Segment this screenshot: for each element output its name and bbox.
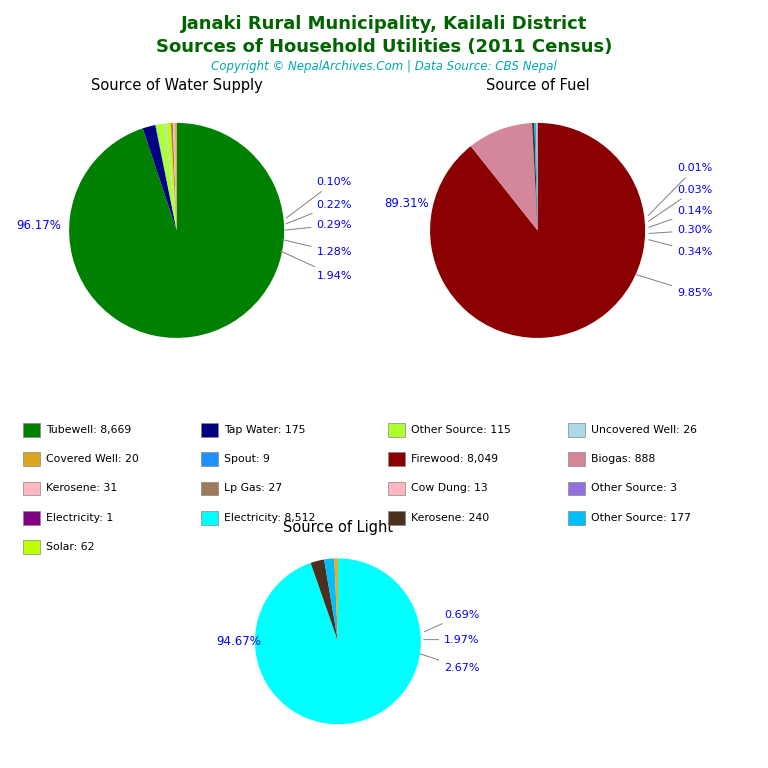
Wedge shape (156, 124, 177, 230)
Wedge shape (69, 123, 284, 338)
Wedge shape (173, 123, 177, 230)
Text: 0.03%: 0.03% (648, 184, 713, 221)
Wedge shape (175, 123, 177, 230)
Wedge shape (324, 558, 338, 641)
Text: 0.29%: 0.29% (285, 220, 352, 230)
Text: Lp Gas: 27: Lp Gas: 27 (224, 483, 283, 494)
Text: Other Source: 177: Other Source: 177 (591, 512, 691, 523)
Text: Spout: 9: Spout: 9 (224, 454, 270, 465)
Wedge shape (535, 123, 538, 230)
Text: 2.67%: 2.67% (420, 654, 479, 673)
Text: 0.10%: 0.10% (286, 177, 352, 218)
Wedge shape (536, 123, 538, 230)
Wedge shape (175, 123, 177, 230)
Text: 0.22%: 0.22% (286, 200, 352, 224)
Text: Other Source: 115: Other Source: 115 (411, 425, 511, 435)
Text: Tubewell: 8,669: Tubewell: 8,669 (46, 425, 131, 435)
Text: Electricity: 1: Electricity: 1 (46, 512, 114, 523)
Text: 1.97%: 1.97% (424, 634, 479, 644)
Text: Uncovered Well: 26: Uncovered Well: 26 (591, 425, 697, 435)
Text: 94.67%: 94.67% (216, 635, 261, 647)
Wedge shape (166, 123, 177, 230)
Text: Cow Dung: 13: Cow Dung: 13 (411, 483, 488, 494)
Text: 1.94%: 1.94% (280, 251, 352, 280)
Text: Electricity: 8,512: Electricity: 8,512 (224, 512, 316, 523)
Wedge shape (471, 123, 538, 230)
Text: Covered Well: 20: Covered Well: 20 (46, 454, 139, 465)
Text: Tap Water: 175: Tap Water: 175 (224, 425, 306, 435)
Title: Source of Fuel: Source of Fuel (486, 78, 589, 94)
Text: Biogas: 888: Biogas: 888 (591, 454, 656, 465)
Text: 0.30%: 0.30% (649, 225, 713, 236)
Text: 89.31%: 89.31% (384, 197, 429, 210)
Text: Firewood: 8,049: Firewood: 8,049 (411, 454, 498, 465)
Text: 0.01%: 0.01% (648, 163, 713, 216)
Text: Kerosene: 240: Kerosene: 240 (411, 512, 489, 523)
Text: 96.17%: 96.17% (17, 219, 61, 231)
Wedge shape (255, 558, 421, 724)
Text: 0.69%: 0.69% (424, 610, 479, 632)
Text: Other Source: 3: Other Source: 3 (591, 483, 677, 494)
Text: Solar: 62: Solar: 62 (46, 541, 94, 552)
Text: 9.85%: 9.85% (635, 274, 713, 298)
Text: 0.14%: 0.14% (649, 206, 713, 227)
Wedge shape (164, 124, 177, 230)
Wedge shape (311, 560, 338, 641)
Wedge shape (155, 125, 177, 230)
Title: Source of Light: Source of Light (283, 520, 393, 535)
Wedge shape (170, 123, 177, 230)
Text: 0.34%: 0.34% (649, 240, 713, 257)
Wedge shape (143, 125, 177, 230)
Text: Kerosene: 31: Kerosene: 31 (46, 483, 118, 494)
Wedge shape (334, 558, 338, 641)
Wedge shape (532, 123, 538, 230)
Wedge shape (430, 123, 645, 338)
Title: Source of Water Supply: Source of Water Supply (91, 78, 263, 94)
Text: 1.28%: 1.28% (283, 240, 352, 257)
Text: Janaki Rural Municipality, Kailali District
Sources of Household Utilities (2011: Janaki Rural Municipality, Kailali Distr… (156, 15, 612, 56)
Text: Copyright © NepalArchives.Com | Data Source: CBS Nepal: Copyright © NepalArchives.Com | Data Sou… (211, 60, 557, 73)
